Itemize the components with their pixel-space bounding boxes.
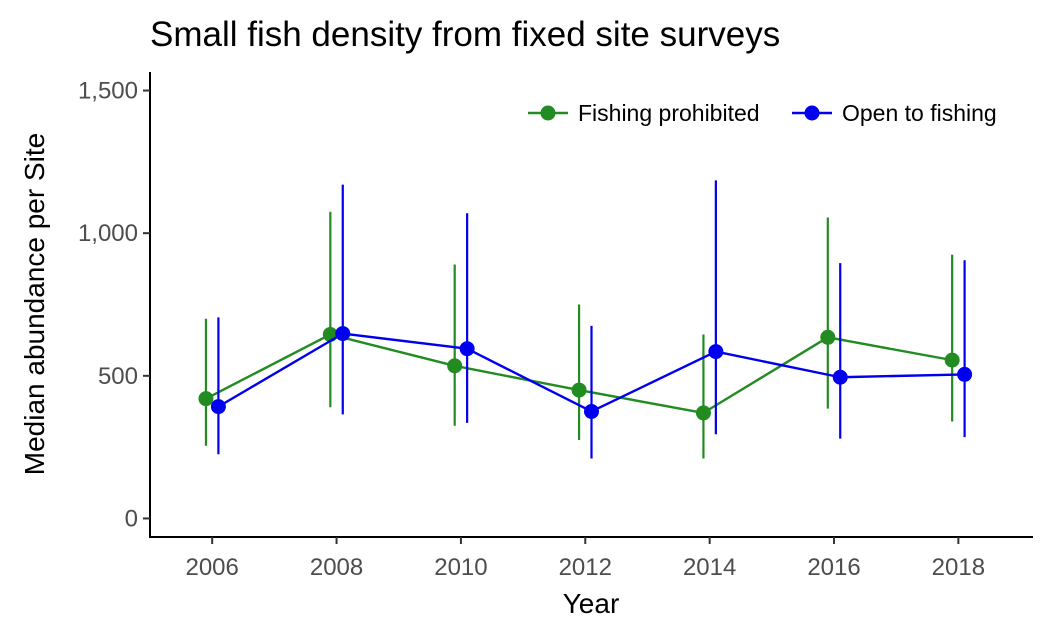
data-point: [210, 399, 226, 415]
x-tick-label: 2006: [185, 554, 238, 581]
data-point: [832, 369, 848, 385]
y-axis-title: Median abundance per Site: [19, 133, 50, 475]
x-tick-label: 2014: [683, 554, 736, 581]
x-tick-label: 2016: [807, 554, 860, 581]
y-tick-label: 1,500: [78, 78, 138, 105]
legend: Fishing prohibited Open to fishing: [528, 100, 997, 126]
chart-title: Small fish density from fixed site surve…: [150, 15, 780, 54]
y-tick-label: 0: [125, 505, 138, 532]
data-point: [957, 366, 973, 382]
legend-item: Fishing prohibited: [528, 100, 760, 126]
data-point: [459, 341, 475, 357]
legend-marker: [804, 105, 820, 121]
data-point: [447, 358, 463, 374]
data-point: [584, 403, 599, 419]
legend-label: Fishing prohibited: [578, 100, 760, 126]
legend-marker: [540, 105, 556, 121]
data-point: [198, 391, 214, 407]
plot-area: [198, 180, 973, 459]
x-tick-label: 2018: [932, 554, 985, 581]
x-axis-title: Year: [563, 588, 620, 619]
y-tick-label: 1,000: [78, 220, 138, 247]
legend-item: Open to fishing: [792, 100, 997, 126]
y-tick-label: 500: [98, 363, 138, 390]
series-0: [198, 211, 960, 459]
x-axis-ticks: 2006 2008 2010 2012 2014 2016 2018: [185, 537, 985, 581]
data-point: [571, 382, 587, 398]
series-1: [210, 180, 973, 459]
x-tick-label: 2012: [559, 554, 612, 581]
data-point: [708, 344, 724, 360]
data-point: [820, 329, 836, 345]
x-tick-label: 2010: [434, 554, 487, 581]
y-axis-ticks: 0 500 1,000 1,500: [78, 78, 150, 532]
data-point: [944, 352, 960, 368]
data-point: [695, 405, 711, 421]
x-tick-label: 2008: [310, 554, 363, 581]
legend-label: Open to fishing: [842, 100, 997, 126]
data-point: [335, 326, 351, 342]
